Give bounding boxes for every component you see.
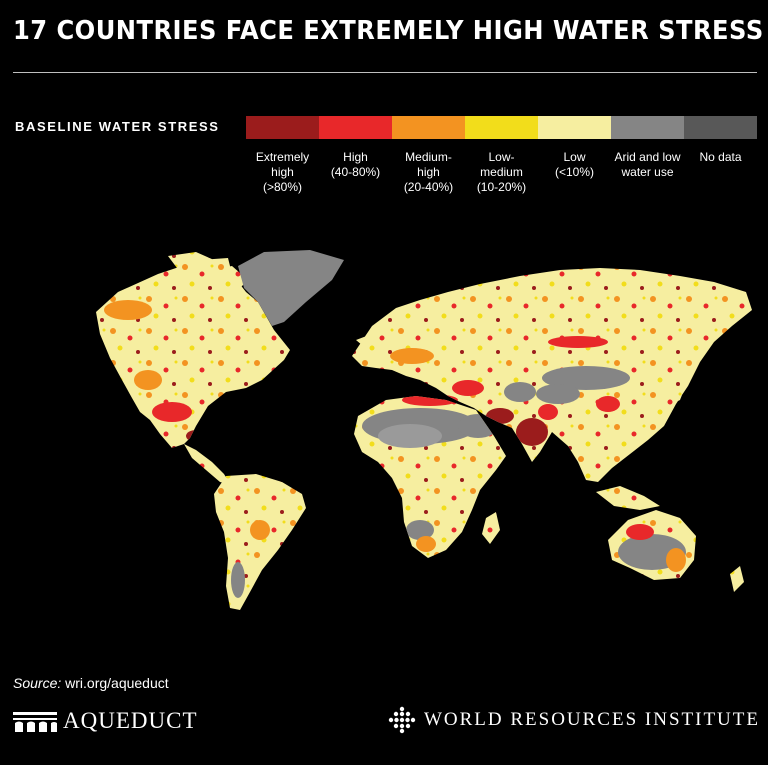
- legend-swatch-no-data: [684, 116, 757, 139]
- legend-label-no-data: No data: [699, 150, 742, 164]
- aqueduct-name: AQUEDUCT: [63, 708, 198, 733]
- wri-logo-icon: [388, 706, 416, 734]
- legend-label-extremely-high: Extremely high (>80%): [255, 150, 310, 194]
- source-label: Source:: [13, 675, 62, 691]
- wri-logo: WORLD RESOURCES INSTITUTE: [388, 706, 760, 734]
- aqueduct-logo-icon: [13, 712, 57, 732]
- legend-swatch-extremely-high: [246, 116, 319, 139]
- legend-labels: Extremely high (>80%) High (40-80%) Medi…: [246, 150, 757, 195]
- source-note: Source: wri.org/aqueduct: [13, 675, 169, 691]
- legend-label-low-medium: Low- medium (10-20%): [476, 150, 527, 194]
- source-url: wri.org/aqueduct: [61, 675, 169, 691]
- legend-swatch-low: [538, 116, 611, 139]
- legend-label-low: Low (<10%): [554, 150, 595, 179]
- legend-color-bar: [246, 116, 757, 139]
- aqueduct-logo: AQUEDUCT: [13, 708, 198, 734]
- legend-swatch-medium-high: [392, 116, 465, 139]
- world-water-stress-map: [96, 250, 752, 610]
- legend-label-arid: Arid and low water use: [614, 150, 681, 179]
- page-title: 17 COUNTRIES FACE EXTREMELY HIGH WATER S…: [13, 16, 764, 46]
- legend-swatch-low-medium: [465, 116, 538, 139]
- legend-swatch-high: [319, 116, 392, 139]
- title-divider: [13, 72, 757, 73]
- legend-label-medium-high: Medium- high (20-40%): [403, 150, 454, 194]
- legend-title: BASELINE WATER STRESS: [15, 119, 220, 134]
- legend-swatch-arid: [611, 116, 684, 139]
- legend-label-high: High (40-80%): [330, 150, 381, 179]
- wri-name: WORLD RESOURCES INSTITUTE: [423, 709, 760, 730]
